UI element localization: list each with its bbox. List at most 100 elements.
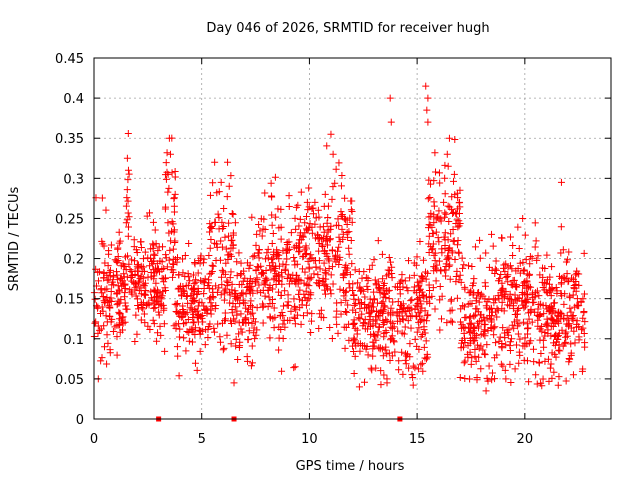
data-point (491, 265, 499, 273)
data-point (459, 302, 467, 310)
data-point (508, 321, 516, 329)
data-point (396, 278, 404, 286)
data-point (474, 319, 482, 327)
data-point (123, 186, 131, 194)
data-point (313, 231, 321, 239)
data-point (197, 254, 205, 262)
data-point (493, 305, 501, 313)
data-point (179, 313, 187, 321)
y-tick-label: 0.15 (55, 293, 84, 308)
data-point (191, 297, 199, 305)
data-point (140, 282, 148, 290)
data-point (498, 340, 506, 348)
data-point (390, 323, 398, 331)
data-point (226, 274, 234, 282)
data-point (393, 311, 401, 319)
data-point (382, 343, 390, 351)
data-point (124, 209, 132, 217)
data-point (242, 304, 250, 312)
data-point (567, 349, 575, 357)
data-point (214, 210, 222, 218)
data-point (340, 323, 348, 331)
data-point (231, 303, 239, 311)
data-point (149, 316, 157, 324)
data-point (555, 312, 563, 320)
data-point (261, 225, 269, 233)
data-point (471, 345, 479, 353)
data-point (186, 277, 194, 285)
data-point (150, 250, 158, 258)
data-point (424, 311, 432, 319)
data-point (306, 255, 314, 263)
data-point (542, 279, 550, 287)
data-point (122, 219, 130, 227)
data-point (575, 281, 583, 289)
data-point (306, 275, 314, 283)
data-point (265, 293, 273, 301)
data-point (529, 299, 537, 307)
data-point (217, 237, 225, 245)
data-point (101, 343, 109, 351)
data-point (431, 149, 439, 157)
data-point (426, 194, 434, 202)
data-point (355, 383, 363, 391)
data-point (174, 352, 182, 360)
data-point (482, 302, 490, 310)
data-point (374, 331, 382, 339)
data-point (451, 256, 459, 264)
data-point (165, 256, 173, 264)
data-point (566, 292, 574, 300)
data-point (493, 351, 501, 359)
data-point (121, 284, 129, 292)
data-point (552, 283, 560, 291)
data-point (314, 206, 322, 214)
data-point (280, 316, 288, 324)
data-point (341, 194, 349, 202)
data-point (249, 253, 257, 261)
data-point (115, 321, 123, 329)
data-point (322, 237, 330, 245)
x-axis-label: GPS time / hours (296, 459, 405, 474)
data-point (207, 224, 215, 232)
data-point (435, 169, 443, 177)
data-point (461, 283, 469, 291)
data-point (123, 194, 131, 202)
data-point (277, 292, 285, 300)
data-point (427, 209, 435, 217)
data-point (342, 261, 350, 269)
data-point (229, 229, 237, 237)
data-point (461, 375, 469, 383)
data-point (526, 260, 534, 268)
data-point (243, 259, 251, 267)
data-point (377, 381, 385, 389)
data-point (524, 324, 532, 332)
data-point (299, 312, 307, 320)
data-point (218, 281, 226, 289)
data-point (136, 275, 144, 283)
data-point (182, 319, 190, 327)
data-point (137, 238, 145, 246)
data-point (315, 213, 323, 221)
data-point (451, 136, 459, 144)
data-point (476, 236, 484, 244)
data-point (349, 320, 357, 328)
data-point (302, 301, 310, 309)
data-point (541, 329, 549, 337)
data-point (103, 276, 111, 284)
data-point (420, 343, 428, 351)
data-point (278, 367, 286, 375)
data-point (496, 333, 504, 341)
data-point (542, 302, 550, 310)
data-point (194, 310, 202, 318)
data-point (376, 289, 384, 297)
data-point (345, 228, 353, 236)
data-point (255, 281, 263, 289)
data-point (432, 277, 440, 285)
data-point (134, 271, 142, 279)
data-point (529, 289, 537, 297)
data-point (314, 271, 322, 279)
data-point (155, 311, 163, 319)
data-point (464, 353, 472, 361)
data-point (510, 276, 518, 284)
data-point (378, 300, 386, 308)
